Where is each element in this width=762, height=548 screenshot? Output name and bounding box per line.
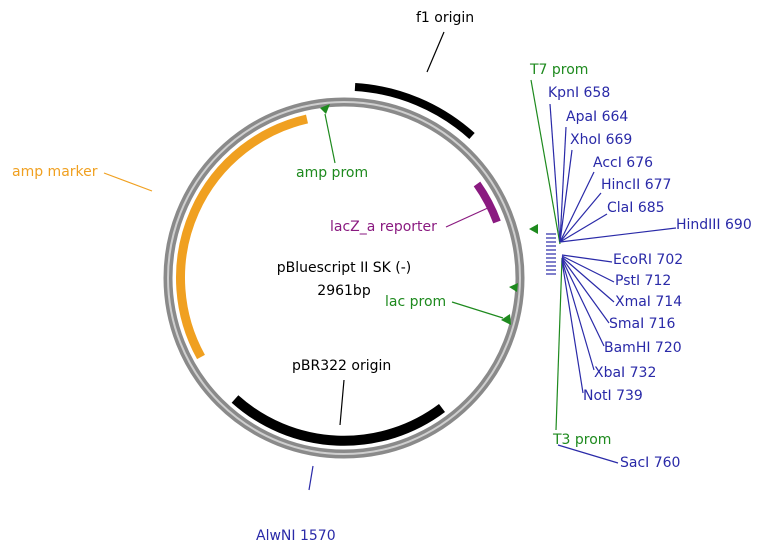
site-label: XhoI 669 [570,132,632,148]
promoter-arrow [320,104,330,114]
site-label: HincII 677 [601,177,671,193]
site-label: KpnI 658 [548,85,610,101]
site-label: ApaI 664 [566,109,628,125]
site-label: EcoRI 702 [613,252,683,268]
plasmid-name: pBluescript II SK (-) [277,260,412,276]
site-label: BamHI 720 [604,340,682,356]
promoter-arrow [529,224,538,234]
feature-label: T7 prom [529,62,588,78]
amp-marker-arc [176,114,309,360]
promoter-arrow [509,283,518,292]
plasmid-length: 2961bp [317,283,371,299]
leader-lines [103,31,563,491]
site-label: PstI 712 [615,273,671,289]
site-label: SmaI 716 [609,316,675,332]
feature-label: pBR322 origin [292,358,391,374]
feature-label: amp prom [296,165,368,181]
site-label: NotI 739 [583,388,643,404]
pbr322-arc [231,395,446,446]
feature-label: lac prom [385,294,446,310]
site-label: XmaI 714 [615,294,682,310]
feature-label: lacZ_a reporter [330,219,437,235]
lacz-arc [473,181,501,224]
feature-label: amp marker [12,164,98,180]
site-label: XbaI 732 [594,365,656,381]
site-label: ClaI 685 [607,200,665,216]
site-label: HindIII 690 [676,217,752,233]
promoter-arrow [501,314,511,325]
feature-label: T3 prom [552,432,611,448]
site-lines [546,103,677,464]
site-label: AccI 676 [593,155,653,171]
site-label: SacI 760 [620,455,680,471]
f1-origin-arc [354,83,475,139]
backbone-ring [163,97,525,459]
feature-label: f1 origin [416,10,474,26]
site-label: AlwNI 1570 [256,528,336,544]
backbone-highlight [167,101,521,455]
